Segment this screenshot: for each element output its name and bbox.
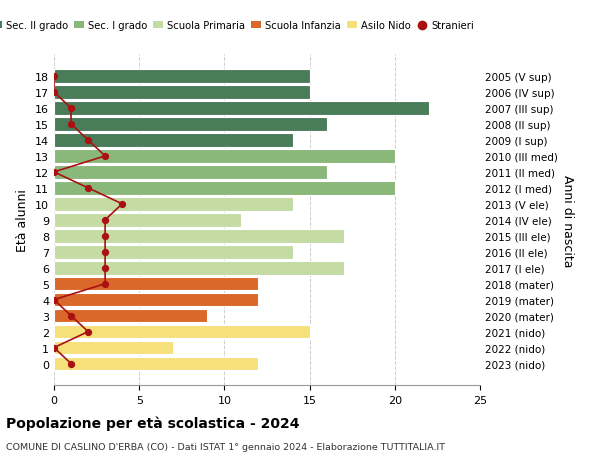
Point — [100, 153, 110, 160]
Point — [83, 328, 93, 336]
Bar — [54, 118, 326, 131]
Point — [83, 185, 93, 192]
Bar — [54, 70, 310, 84]
Point — [49, 89, 59, 96]
Bar — [54, 213, 241, 227]
Bar — [54, 182, 395, 195]
Point — [49, 344, 59, 352]
Bar — [54, 134, 293, 147]
Bar — [54, 86, 310, 100]
Bar — [54, 293, 259, 307]
Bar — [54, 246, 293, 259]
Legend: Sec. II grado, Sec. I grado, Scuola Primaria, Scuola Infanzia, Asilo Nido, Stran: Sec. II grado, Sec. I grado, Scuola Prim… — [0, 17, 478, 35]
Text: Popolazione per età scolastica - 2024: Popolazione per età scolastica - 2024 — [6, 415, 299, 430]
Point — [118, 201, 127, 208]
Bar — [54, 230, 344, 243]
Point — [100, 264, 110, 272]
Bar — [54, 341, 173, 355]
Point — [66, 121, 76, 129]
Point — [100, 248, 110, 256]
Point — [83, 137, 93, 144]
Point — [66, 105, 76, 112]
Bar — [54, 102, 429, 116]
Y-axis label: Anni di nascita: Anni di nascita — [562, 174, 574, 267]
Bar — [54, 357, 259, 370]
Bar — [54, 277, 259, 291]
Point — [100, 233, 110, 240]
Point — [49, 73, 59, 80]
Bar — [54, 166, 326, 179]
Bar — [54, 150, 395, 163]
Text: COMUNE DI CASLINO D'ERBA (CO) - Dati ISTAT 1° gennaio 2024 - Elaborazione TUTTIT: COMUNE DI CASLINO D'ERBA (CO) - Dati IST… — [6, 442, 445, 451]
Point — [66, 312, 76, 319]
Point — [49, 297, 59, 304]
Bar — [54, 325, 310, 339]
Bar — [54, 309, 208, 323]
Point — [100, 217, 110, 224]
Y-axis label: Età alunni: Età alunni — [16, 189, 29, 252]
Bar — [54, 261, 344, 275]
Bar — [54, 198, 293, 211]
Point — [100, 280, 110, 288]
Point — [66, 360, 76, 368]
Point — [49, 169, 59, 176]
